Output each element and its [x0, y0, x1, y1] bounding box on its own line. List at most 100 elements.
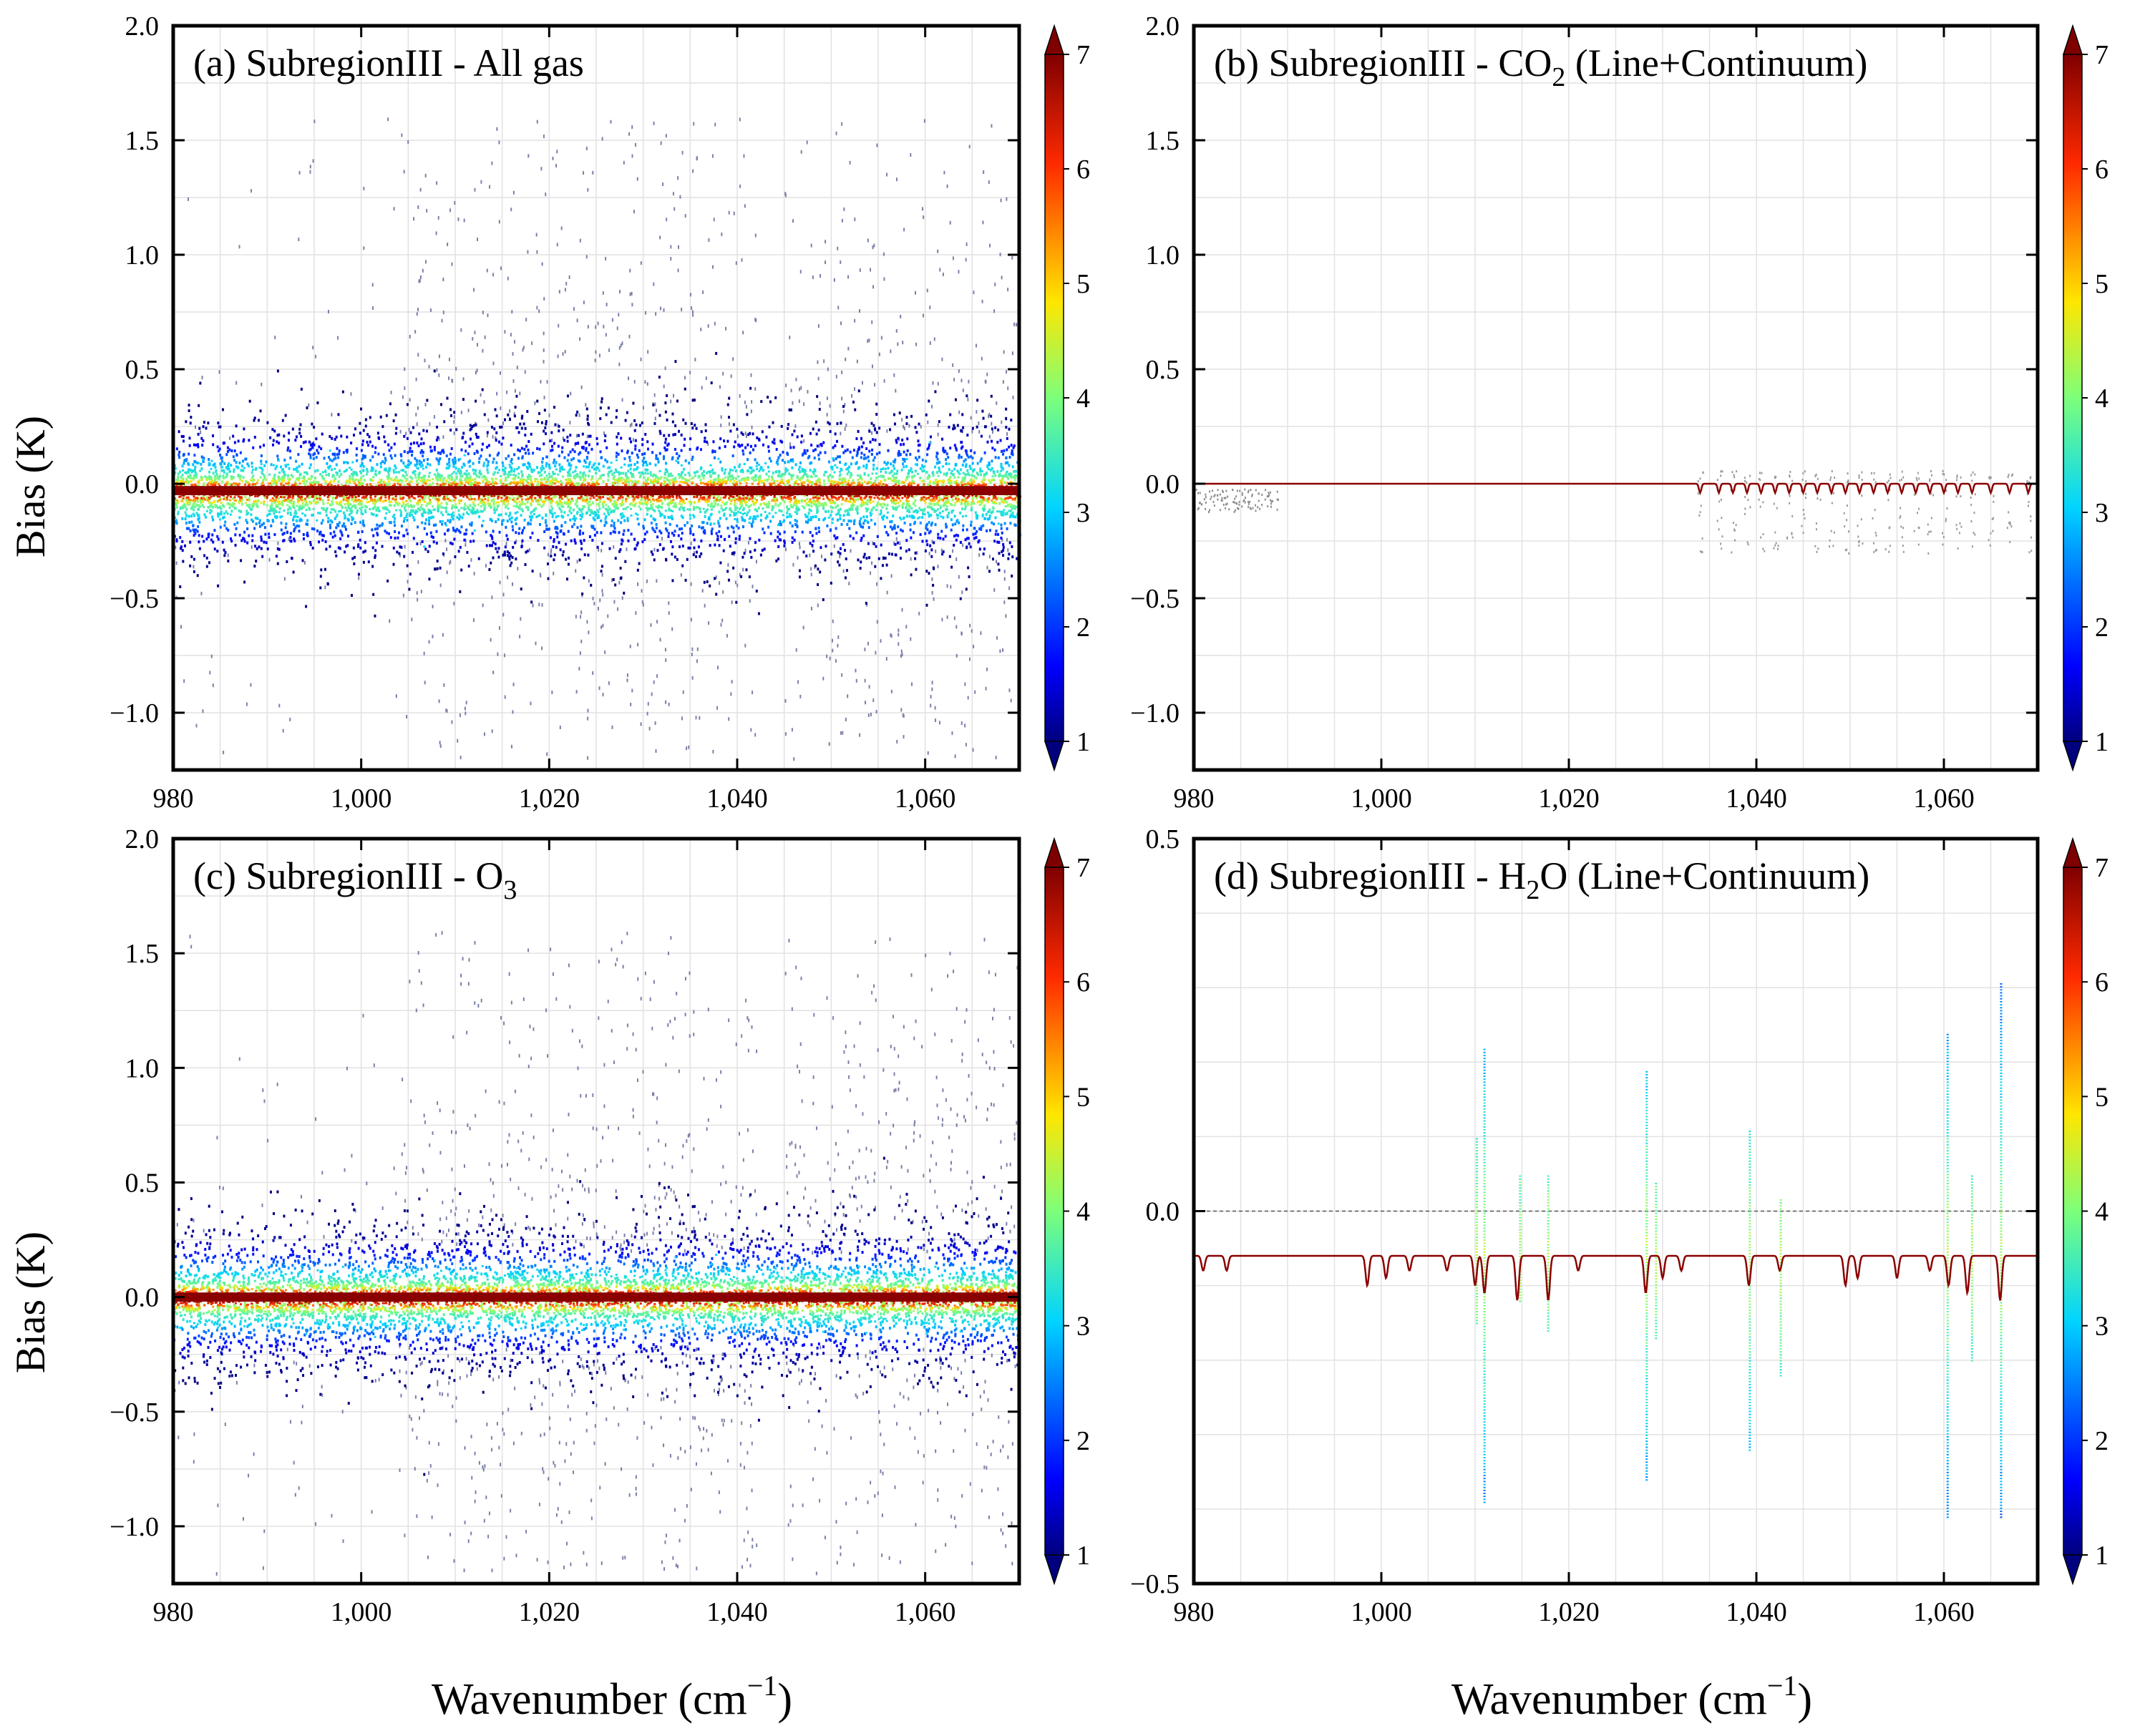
- scatter-point: [241, 459, 244, 463]
- scatter-point: [723, 439, 726, 443]
- scatter-point: [202, 425, 205, 429]
- scatter-point: [238, 509, 240, 512]
- scatter-point: [601, 137, 603, 141]
- scatter-point: [291, 427, 294, 431]
- scatter-point: [341, 533, 344, 537]
- scatter-point: [600, 625, 603, 630]
- scatter-point: [478, 457, 481, 460]
- scatter-point: [953, 515, 956, 518]
- scatter-point: [803, 469, 806, 472]
- scatter-point: [646, 447, 649, 451]
- scatter-point: [322, 534, 325, 537]
- scatter-point: [260, 547, 263, 550]
- scatter-point: [214, 504, 217, 508]
- scatter-point: [481, 524, 484, 527]
- scatter-point: [856, 507, 859, 510]
- scatter-point: [613, 502, 616, 505]
- scatter-point: [261, 382, 263, 386]
- scatter-point: [530, 468, 533, 472]
- scatter-point: [732, 526, 735, 530]
- scatter-point: [715, 351, 718, 355]
- scatter-point: [289, 456, 292, 459]
- scatter-point: [544, 426, 547, 429]
- scatter-point: [613, 482, 616, 485]
- scatter-point: [575, 512, 578, 515]
- scatter-point: [394, 517, 397, 520]
- scatter-point: [304, 440, 307, 444]
- scatter-point: [308, 482, 311, 485]
- scatter-point: [278, 507, 281, 510]
- scatter-point: [248, 534, 251, 537]
- scatter-point: [835, 374, 837, 379]
- scatter-point: [270, 483, 273, 487]
- scatter-point: [617, 432, 620, 436]
- scatter-point: [689, 527, 691, 531]
- scatter-point: [521, 531, 524, 535]
- scatter-point: [681, 150, 684, 155]
- scatter-point: [292, 502, 295, 506]
- scatter-point: [514, 340, 516, 344]
- scatter-point: [886, 503, 889, 507]
- scatter-point: [384, 517, 386, 520]
- scatter-point: [445, 454, 448, 458]
- scatter-point: [226, 502, 229, 505]
- scatter-point: [198, 534, 200, 537]
- scatter-point: [864, 701, 866, 705]
- scatter-point: [245, 479, 248, 483]
- scatter-point: [550, 449, 553, 452]
- scatter-point: [737, 526, 740, 530]
- scatter-point: [203, 484, 205, 487]
- scatter-point: [501, 520, 504, 523]
- scatter-point: [896, 469, 899, 473]
- scatter-point: [381, 545, 384, 548]
- scatter-point: [791, 540, 794, 544]
- scatter-point: [945, 458, 948, 462]
- scatter-point: [1005, 614, 1007, 618]
- scatter-point: [372, 513, 375, 517]
- scatter-point: [616, 507, 619, 510]
- scatter-point: [842, 731, 844, 735]
- scatter-point: [696, 157, 698, 161]
- scatter-point: [971, 426, 974, 430]
- scatter-point: [598, 686, 600, 691]
- scatter-point: [377, 436, 380, 439]
- scatter-point: [779, 502, 782, 505]
- scatter-point: [383, 435, 386, 439]
- scatter-point: [453, 601, 455, 605]
- scatter-point: [828, 742, 830, 746]
- scatter-point: [421, 512, 424, 516]
- scatter-point: [997, 532, 1000, 536]
- scatter-point: [188, 463, 190, 467]
- scatter-point: [329, 526, 332, 530]
- scatter-point: [253, 416, 256, 420]
- scatter-point: [673, 394, 675, 398]
- scatter-point: [609, 532, 612, 535]
- scatter-point: [486, 268, 488, 273]
- scatter-point: [801, 467, 804, 471]
- scatter-point: [568, 469, 571, 472]
- scatter-point: [854, 408, 857, 411]
- scatter-point: [752, 585, 754, 589]
- scatter-point: [804, 471, 807, 474]
- scatter-point: [414, 473, 417, 477]
- scatter-point: [469, 424, 472, 427]
- scatter-point: [734, 469, 737, 473]
- scatter-point: [294, 526, 297, 530]
- scatter-point: [663, 455, 666, 459]
- scatter-point: [621, 539, 624, 542]
- scatter-point: [195, 528, 198, 532]
- scatter-point: [258, 419, 261, 422]
- scatter-point: [618, 362, 621, 366]
- scatter-point: [576, 526, 579, 530]
- scatter-point: [545, 464, 548, 468]
- scatter-point: [225, 509, 228, 513]
- scatter-point: [600, 397, 603, 401]
- scatter-point: [243, 427, 245, 431]
- scatter-point: [346, 509, 349, 512]
- scatter-point: [719, 535, 722, 538]
- scatter-point: [223, 751, 225, 755]
- scatter-point: [631, 291, 633, 296]
- scatter-point: [225, 527, 228, 530]
- scatter-point: [631, 422, 633, 426]
- scatter-point: [407, 580, 409, 584]
